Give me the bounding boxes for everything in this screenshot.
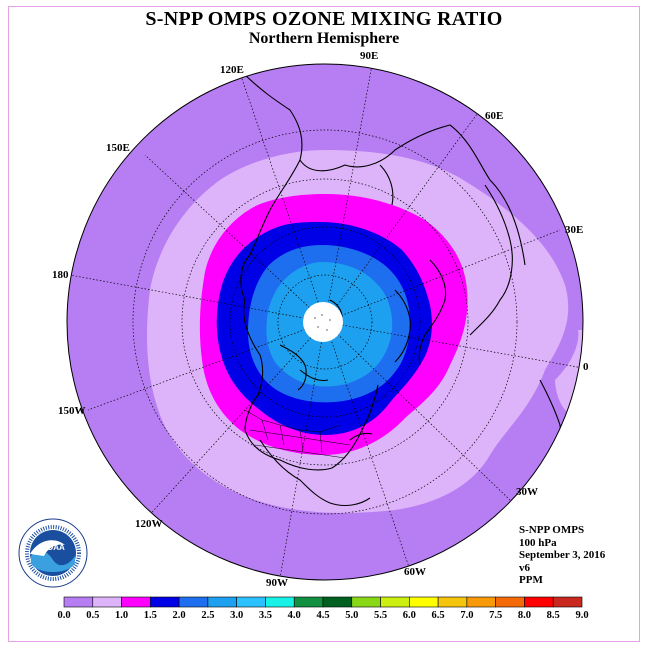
colorbar-label-18: 9.0 [575,610,589,621]
colorbar-swatch-6 [236,596,266,608]
colorbar-label-14: 7.0 [460,610,474,621]
colorbar-label-11: 5.5 [373,610,388,621]
colorbar-label-12: 6.0 [402,610,416,621]
map-boundary [66,63,584,581]
info-version: v6 [519,561,530,574]
coastlines [239,69,562,507]
colorbar-swatch-2 [121,596,151,608]
colorbar-swatch-16 [524,596,554,608]
colorbar-swatch-4 [178,596,209,608]
info-date: September 3, 2016 [519,549,606,561]
noaa-logo: NOAA [18,518,88,588]
colorbar-swatch-0 [63,596,94,608]
info-instrument: S-NPP OMPS [519,524,585,536]
lon-label-90w: 90W [266,577,288,589]
info-block: S-NPP OMPS 100 hPa September 3, 2016 v6 … [519,524,605,587]
colorbar-label-3: 1.5 [143,610,157,621]
lon-label-120w: 120W [135,518,163,530]
colorbar-label-6: 3.0 [230,610,244,621]
lon-label-150w: 150W [58,405,86,417]
colorbar-swatch-17 [552,596,583,608]
lon-label-120e: 120E [220,64,244,76]
colorbar-label-2: 1.0 [114,610,129,621]
lon-label-30e: 30E [565,224,584,236]
lon-label-0: 0 [583,361,589,373]
info-units: PPM [519,574,543,586]
colorbar-label-5: 2.5 [201,610,215,621]
colorbar-label-1: 0.5 [86,610,100,621]
colorbar-swatch-10 [351,596,381,608]
colorbar-swatch-7 [265,596,295,608]
lon-label-90e: 90E [360,50,379,62]
pole-gap [303,302,343,342]
colorbar-swatch-9 [322,596,353,608]
colorbar-label-9: 4.5 [316,610,330,621]
colorbar-swatch-11 [380,596,410,608]
colorbar-swatch-12 [409,596,439,608]
lon-label-60e: 60E [485,110,504,122]
colorbar-swatch-13 [437,596,468,608]
info-level: 100 hPa [519,536,557,549]
colorbar [63,596,583,608]
colorbar-label-17: 8.5 [546,610,560,621]
pole-gap-dots [314,314,331,331]
colorbar-swatch-8 [293,596,324,608]
map-subtitle: Northern Hemisphere [248,30,400,47]
colorbar-swatch-5 [207,596,237,608]
noaa-logo-text: NOAA [41,543,65,552]
lon-label-60w: 60W [404,566,426,578]
lon-label-180: 180 [52,269,69,281]
colorbar-swatch-3 [150,596,180,608]
colorbar-label-7: 3.5 [258,610,272,621]
political-borders [244,409,351,459]
colorbar-swatch-1 [92,596,122,608]
lon-label-150e: 150E [106,142,130,154]
lon-label-30w: 30W [516,486,538,498]
colorbar-swatch-15 [495,596,525,608]
colorbar-label-10: 5.0 [345,610,359,621]
colorbar-label-15: 7.5 [489,610,503,621]
figure-frame [8,6,640,642]
colorbar-label-16: 8.0 [517,610,531,621]
colorbar-label-0: 0.0 [57,610,71,621]
colorbar-label-4: 2.0 [172,610,186,621]
graticule [69,64,583,579]
colorbar-label-13: 6.5 [431,610,445,621]
colorbar-swatch-14 [466,596,496,608]
map-title: S-NPP OMPS OZONE MIXING RATIO [145,8,503,30]
colorbar-label-8: 4.0 [287,610,301,621]
